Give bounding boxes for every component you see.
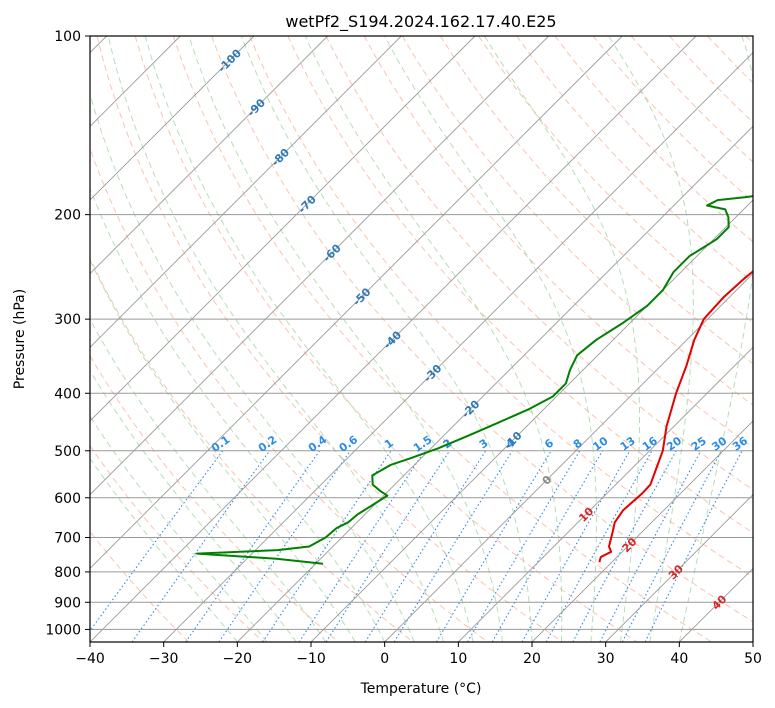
isotherm-line	[531, 420, 753, 642]
y-tick-label: 800	[54, 565, 81, 581]
y-tick-label: 400	[54, 386, 81, 402]
y-tick-label: 500	[54, 444, 81, 460]
dry-adiabat	[90, 444, 264, 642]
pressure-grid	[90, 36, 753, 630]
mixing-ratio-lines	[90, 450, 743, 642]
x-axis-ticks: −40 −30 −20 −10 0 10 20 30 40 50	[75, 642, 762, 667]
isotherm-line	[605, 494, 753, 642]
isotherm-line	[90, 36, 697, 642]
x-tick-label: 50	[744, 651, 762, 667]
moist-adiabat	[483, 36, 640, 642]
dry-adiabat	[478, 36, 753, 324]
moist-adiabat	[90, 369, 297, 642]
mixing-ratio-line	[325, 450, 451, 642]
mixing-ratio-line	[644, 450, 743, 642]
dry-adiabat	[90, 354, 339, 642]
dry-adiabat	[439, 36, 753, 365]
x-axis-label: Temperature (°C)	[360, 681, 482, 697]
moist-adiabat	[144, 36, 474, 642]
mixing-ratio-line	[364, 450, 487, 642]
mixing-ratio-line	[185, 450, 321, 642]
chart-title: wetPf2_S194.2024.162.17.40.E25	[285, 12, 556, 32]
y-tick-label: 700	[54, 531, 81, 547]
dry-adiabat	[90, 147, 488, 642]
x-tick-label: 0	[380, 651, 389, 667]
dry-adiabat	[249, 36, 753, 578]
moist-adiabat	[678, 36, 753, 642]
x-tick-label: 40	[670, 651, 688, 667]
moist-adiabat	[90, 457, 238, 642]
mixing-ratio-line	[90, 450, 224, 632]
isotherm-line	[90, 36, 402, 348]
isotherm-line	[237, 125, 753, 642]
isotherm-line	[163, 52, 753, 642]
y-axis-label: Pressure (hPa)	[12, 289, 28, 389]
isotherm-line	[90, 36, 549, 496]
y-tick-label: 200	[54, 208, 81, 224]
moist-adiabat	[90, 415, 268, 642]
x-tick-label: −40	[75, 651, 105, 667]
x-tick-label: 30	[597, 651, 615, 667]
mixing-ratio-line	[521, 450, 631, 642]
moist-adiabat	[90, 318, 327, 642]
mixing-ratio-line	[298, 450, 426, 642]
x-tick-label: 10	[449, 651, 467, 667]
moist-adiabat	[90, 187, 386, 642]
x-tick-label: 20	[523, 651, 541, 667]
y-axis-ticks: 100 200 300 400 500 600 700 800 900 1000	[45, 29, 90, 638]
isotherm-line	[90, 36, 476, 422]
x-tick-label: −20	[223, 651, 253, 667]
mixing-ratio-line	[599, 450, 702, 642]
dry-adiabat	[96, 36, 563, 642]
x-tick-label: −30	[149, 651, 179, 667]
temperature-profile	[598, 270, 753, 563]
dry-adiabat	[325, 36, 753, 491]
mixing-ratio-line	[262, 450, 392, 642]
moist-adiabat	[107, 36, 445, 642]
dry-adiabat	[172, 36, 712, 642]
moist-adiabat	[304, 36, 563, 642]
y-tick-label: 900	[54, 595, 81, 611]
y-tick-label: 300	[54, 312, 81, 328]
x-tick-label: −10	[296, 651, 326, 667]
y-tick-label: 600	[54, 491, 81, 507]
moist-adiabat	[384, 36, 597, 642]
isotherm-grid	[90, 36, 753, 642]
y-tick-label: 100	[54, 29, 81, 45]
mixing-ratio-line	[435, 450, 552, 642]
isotherm-line	[310, 199, 753, 642]
moist-adiabat	[608, 36, 694, 642]
mixing-ratio-line	[572, 450, 677, 642]
dry-adiabat	[134, 36, 638, 642]
moist-adiabat	[188, 36, 503, 642]
profiles	[195, 195, 753, 565]
y-tick-label: 1000	[45, 622, 81, 638]
dry-adiabat	[211, 36, 753, 623]
dewpoint-profile	[195, 195, 753, 565]
isotherm-line	[90, 36, 328, 275]
moist-adiabat	[90, 258, 356, 642]
isotherm-line	[90, 36, 623, 569]
moist-adiabat	[240, 36, 533, 642]
isotherm-line	[384, 273, 753, 642]
mixing-ratio-line	[131, 450, 271, 642]
isotherm-line	[90, 36, 255, 201]
isotherm-line	[458, 346, 753, 642]
mixing-ratio-line	[545, 450, 653, 642]
plot-frame	[89, 35, 754, 643]
mixing-ratio-line	[218, 450, 351, 642]
